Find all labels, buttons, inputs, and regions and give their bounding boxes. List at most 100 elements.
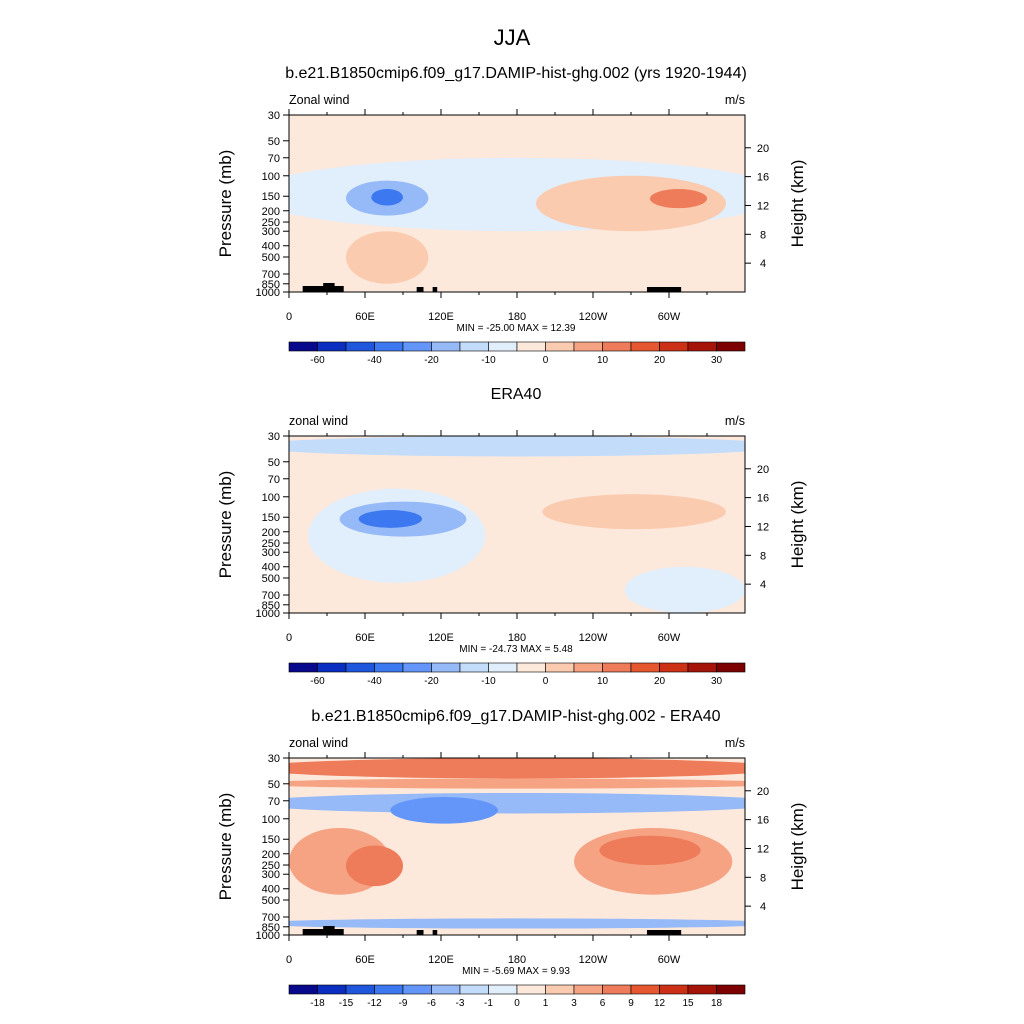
y2-axis-label: Height (km) <box>788 481 807 569</box>
colorbar-swatch <box>630 341 660 352</box>
x-tick-label: 120W <box>579 954 608 966</box>
x-tick-label: 120E <box>428 632 454 644</box>
y-axis-label: Pressure (mb) <box>216 793 235 901</box>
colorbar-swatch <box>516 984 546 995</box>
colorbar-swatch <box>288 984 318 995</box>
x-tick-label: 60E <box>355 311 375 323</box>
colorbar-swatch <box>374 662 404 673</box>
colorbar-label: 0 <box>514 998 520 1009</box>
colorbar-label: -1 <box>484 998 493 1009</box>
colorbar-swatch <box>545 984 575 995</box>
y-tick-label: 400 <box>262 884 280 896</box>
colorbar-swatch <box>317 662 347 673</box>
topography <box>416 287 424 292</box>
y-tick-label: 250 <box>262 860 280 872</box>
y-tick-label: 250 <box>262 538 280 550</box>
x-tick-label: 60W <box>658 632 681 644</box>
colorbar-swatch <box>317 984 347 995</box>
colorbar-label: -15 <box>339 998 354 1009</box>
colorbar-label: -40 <box>367 676 382 687</box>
colorbar-label: -18 <box>310 998 325 1009</box>
units-label: m/s <box>725 93 745 107</box>
y-tick-label: 400 <box>262 562 280 574</box>
colorbar-label: 30 <box>711 355 723 366</box>
colorbar-swatch <box>488 984 518 995</box>
panel-1: b.e21.B1850cmip6.f09_g17.DAMIP-hist-ghg.… <box>216 65 807 366</box>
colorbar-swatch <box>402 984 432 995</box>
y-tick-label: 1000 <box>256 930 280 942</box>
y-tick-label: 70 <box>268 796 280 808</box>
panel-title: ERA40 <box>491 386 542 403</box>
colorbar-swatch <box>573 662 603 673</box>
y-axis-label: Pressure (mb) <box>216 150 235 258</box>
y-tick-label: 200 <box>262 849 280 861</box>
colorbar-swatch <box>573 984 603 995</box>
colorbar-label: -10 <box>481 676 496 687</box>
contour-negative-band <box>289 792 745 814</box>
contour-upper-positive <box>289 758 745 779</box>
colorbar-swatch <box>345 662 375 673</box>
colorbar-swatch <box>716 341 746 352</box>
panel-title: b.e21.B1850cmip6.f09_g17.DAMIP-hist-ghg.… <box>311 708 720 725</box>
variable-label: zonal wind <box>289 736 348 750</box>
colorbar-label: 20 <box>654 676 666 687</box>
y2-tick-label: 4 <box>760 258 766 270</box>
y2-tick-label: 16 <box>757 815 769 827</box>
y-tick-label: 50 <box>268 779 280 791</box>
colorbar-swatch <box>459 662 489 673</box>
variable-label: Zonal wind <box>289 93 349 107</box>
panel-title: b.e21.B1850cmip6.f09_g17.DAMIP-hist-ghg.… <box>285 65 747 82</box>
x-tick-label: 60W <box>658 311 681 323</box>
x-tick-label: 120W <box>579 311 608 323</box>
y-tick-label: 300 <box>262 547 280 559</box>
panel-3: b.e21.B1850cmip6.f09_g17.DAMIP-hist-ghg.… <box>216 708 807 1009</box>
field-regions <box>289 157 745 292</box>
colorbar-swatch <box>659 662 689 673</box>
min-max-stats: MIN = -5.69 MAX = 9.93 <box>462 966 570 977</box>
colorbar-label: 20 <box>654 355 666 366</box>
colorbar-swatch <box>630 984 660 995</box>
colorbar-swatch <box>687 984 717 995</box>
y-tick-label: 400 <box>262 241 280 253</box>
y2-tick-label: 8 <box>760 872 766 884</box>
contour-negative-core <box>390 797 498 824</box>
y-tick-label: 700 <box>262 269 280 281</box>
y-tick-label: 700 <box>262 912 280 924</box>
x-tick-label: 0 <box>286 311 292 323</box>
y2-tick-label: 20 <box>757 143 769 155</box>
y-tick-label: 70 <box>268 153 280 165</box>
contour-lower-westerly <box>346 231 429 284</box>
colorbar-label: -20 <box>424 355 439 366</box>
y-tick-label: 850 <box>262 600 280 612</box>
y-tick-label: 100 <box>262 492 280 504</box>
y2-tick-label: 8 <box>760 229 766 241</box>
y-tick-label: 1000 <box>256 608 280 620</box>
contour-westerly-core <box>650 189 707 209</box>
y-tick-label: 30 <box>268 110 280 122</box>
y-tick-label: 300 <box>262 226 280 238</box>
x-tick-label: 180 <box>508 632 526 644</box>
colorbar-label: 15 <box>682 998 694 1009</box>
y2-tick-label: 4 <box>760 901 766 913</box>
colorbar-swatch <box>545 662 575 673</box>
colorbar-swatch <box>402 662 432 673</box>
colorbar-swatch <box>431 341 461 352</box>
y2-tick-label: 4 <box>760 579 766 591</box>
colorbar-label: -60 <box>310 355 325 366</box>
colorbar-swatch <box>488 662 518 673</box>
colorbar-swatch <box>374 341 404 352</box>
contour-easterly-core <box>358 510 423 528</box>
colorbar-label: -10 <box>481 355 496 366</box>
y2-axis-label: Height (km) <box>788 803 807 891</box>
x-tick-label: 60E <box>355 632 375 644</box>
topography <box>416 930 424 935</box>
colorbar-swatch <box>317 341 347 352</box>
y2-tick-label: 20 <box>757 786 769 798</box>
colorbar-swatch <box>716 984 746 995</box>
colorbar-swatch <box>488 341 518 352</box>
y-tick-label: 250 <box>262 217 280 229</box>
units-label: m/s <box>725 736 745 750</box>
y-axis-label: Pressure (mb) <box>216 471 235 579</box>
colorbar-label: -6 <box>427 998 436 1009</box>
colorbar-swatch <box>573 341 603 352</box>
